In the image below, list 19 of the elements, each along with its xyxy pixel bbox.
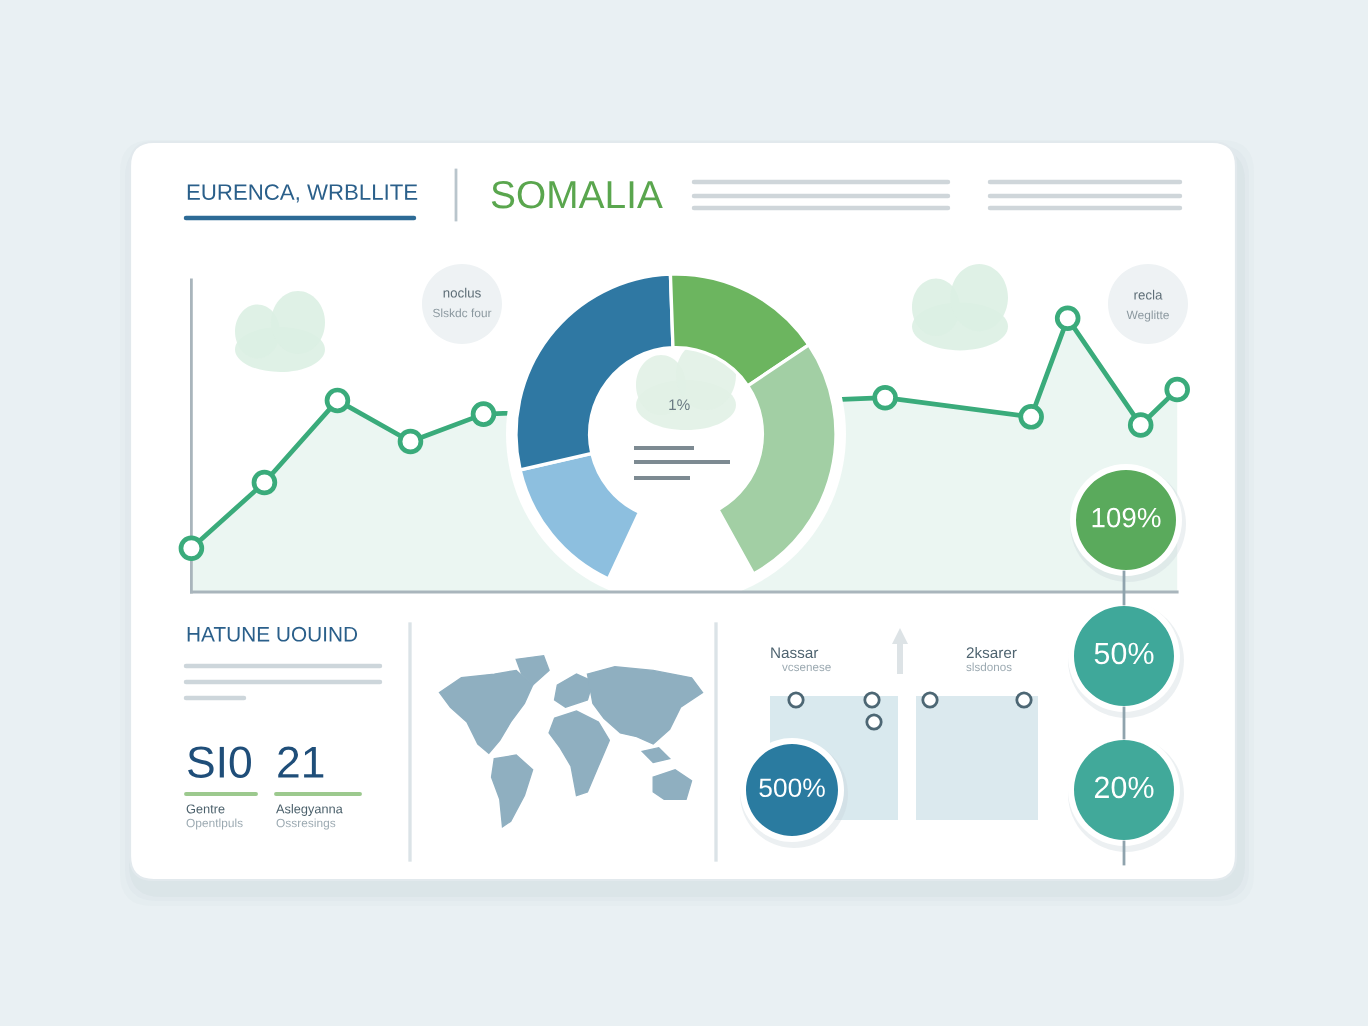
- text: 20%: [1094, 776, 1154, 799]
- text: 500%: [759, 778, 825, 798]
- point: [470, 401, 497, 427]
- text: 21: [278, 746, 324, 778]
- text: SI0: [188, 746, 251, 778]
- point: [324, 387, 351, 414]
- annotation: 109%: [1092, 507, 1161, 528]
- point: [397, 428, 424, 455]
- chart-title: EURENCA, WRBLLITE: [187, 184, 418, 203]
- text: HATUNE UOUIND: [187, 626, 358, 642]
- point: [1164, 376, 1190, 403]
- point: [872, 384, 898, 411]
- point: [251, 469, 278, 496]
- point: [1018, 404, 1044, 430]
- point: [1127, 412, 1154, 438]
- point: [178, 535, 205, 561]
- point: [1054, 305, 1081, 332]
- chart-subtitle: SOMALIA: [491, 180, 663, 209]
- text: 50%: [1094, 642, 1154, 665]
